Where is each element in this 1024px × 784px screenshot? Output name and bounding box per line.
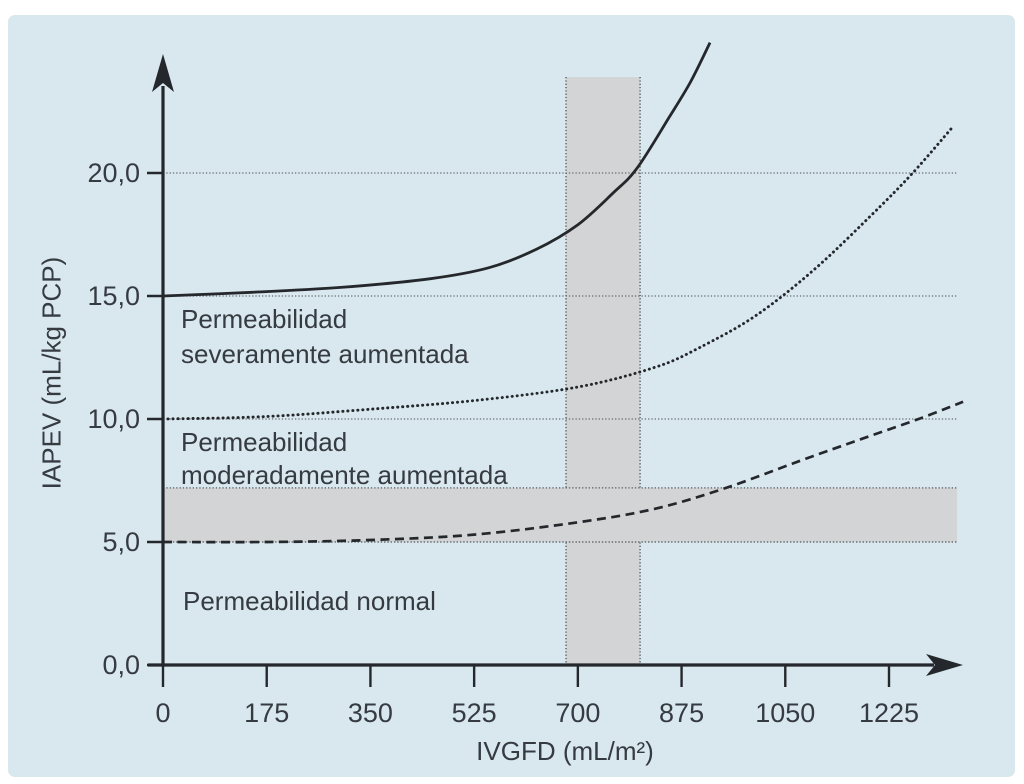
annotation-moderate-line-1: Permeabilidad bbox=[181, 427, 348, 457]
x-tick-label: 1225 bbox=[859, 698, 919, 728]
x-axis-arrow-icon bbox=[926, 654, 963, 676]
x-tick-label: 525 bbox=[452, 698, 497, 728]
x-tick-label: 1050 bbox=[755, 698, 815, 728]
annotation-normal-line-1: Permeabilidad normal bbox=[183, 586, 436, 616]
annotation-severe-line-1: Permeabilidad bbox=[181, 304, 348, 334]
x-tick-label: 875 bbox=[659, 698, 704, 728]
y-axis-arrow-icon bbox=[152, 54, 174, 92]
y-tick-label: 5,0 bbox=[102, 527, 140, 557]
annotation-moderate-line-2: moderadamente aumentada bbox=[181, 460, 508, 490]
y-tick-label: 20,0 bbox=[87, 158, 140, 188]
y-tick-label: 15,0 bbox=[87, 281, 140, 311]
x-tick-label: 0 bbox=[155, 698, 170, 728]
vertical-reference-band bbox=[566, 77, 641, 665]
x-tick-label: 700 bbox=[555, 698, 600, 728]
y-axis-label: IAPEV (mL/kg PCP) bbox=[36, 256, 67, 490]
horizontal-reference-band bbox=[163, 487, 958, 542]
y-tick-label: 10,0 bbox=[87, 404, 140, 434]
annotation-severe-line-2: severamente aumentada bbox=[181, 339, 469, 369]
curve-solid bbox=[162, 41, 712, 298]
x-tick-label: 350 bbox=[348, 698, 393, 728]
x-tick-label: 175 bbox=[244, 698, 289, 728]
y-tick-label: 0,0 bbox=[102, 650, 140, 680]
curve-dashed bbox=[162, 400, 964, 544]
curve-dotted bbox=[161, 127, 953, 421]
x-axis-label: IVGFD (mL/m²) bbox=[476, 736, 654, 766]
